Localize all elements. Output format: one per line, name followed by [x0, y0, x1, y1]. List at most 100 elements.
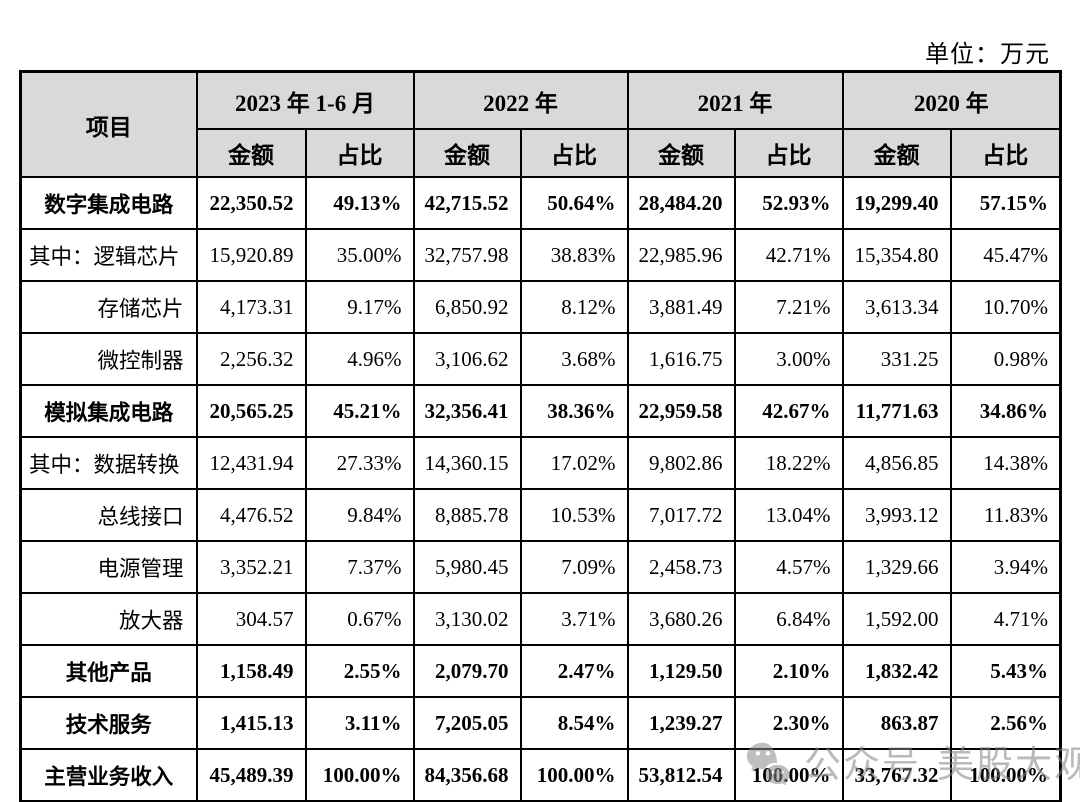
sub-header-amount: 金额: [195, 128, 307, 178]
ratio-cell: 2.47%: [519, 644, 629, 698]
sub-header-amount: 金额: [841, 128, 952, 178]
amount-cell: 1,832.42: [841, 644, 952, 698]
amount-cell: 863.87: [841, 696, 952, 750]
amount-cell: 1,616.75: [626, 332, 736, 386]
amount-cell: 42,715.52: [412, 176, 522, 230]
sub-header-amount: 金额: [626, 128, 736, 178]
amount-cell: 3,881.49: [626, 280, 736, 334]
sub-header-ratio: 占比: [949, 128, 1062, 178]
sub-header-ratio: 占比: [304, 128, 415, 178]
amount-cell: 11,771.63: [841, 384, 952, 438]
amount-cell: 12,431.94: [195, 436, 307, 490]
ratio-cell: 52.93%: [733, 176, 844, 230]
amount-cell: 4,173.31: [195, 280, 307, 334]
amount-cell: 1,158.49: [195, 644, 307, 698]
amount-cell: 32,356.41: [412, 384, 522, 438]
amount-cell: 7,205.05: [412, 696, 522, 750]
row-label: 电源管理: [19, 540, 198, 594]
row-label: 总线接口: [19, 488, 198, 542]
amount-cell: 53,812.54: [626, 748, 736, 802]
ratio-cell: 6.84%: [733, 592, 844, 646]
ratio-cell: 38.36%: [519, 384, 629, 438]
ratio-cell: 8.12%: [519, 280, 629, 334]
ratio-cell: 4.57%: [733, 540, 844, 594]
unit-label: 单位：万元: [925, 42, 1050, 68]
sub-header-amount: 金额: [412, 128, 522, 178]
col-group-2023: 2023 年 1-6 月: [195, 70, 415, 130]
ratio-cell: 2.55%: [304, 644, 415, 698]
amount-cell: 1,415.13: [195, 696, 307, 750]
amount-cell: 3,613.34: [841, 280, 952, 334]
amount-cell: 14,360.15: [412, 436, 522, 490]
ratio-cell: 34.86%: [949, 384, 1062, 438]
amount-cell: 15,920.89: [195, 228, 307, 282]
ratio-cell: 42.71%: [733, 228, 844, 282]
amount-cell: 3,352.21: [195, 540, 307, 594]
corner-header: 项目: [19, 70, 198, 178]
table-row: 主营业务收入 45,489.39 100.00% 84,356.68 100.00% 53…: [19, 748, 1062, 802]
amount-cell: 1,329.66: [841, 540, 952, 594]
ratio-cell: 10.70%: [949, 280, 1062, 334]
table-row: 放大器 304.57 0.67% 3,130.02 3.71% 3,680.26 6.84%…: [19, 592, 1062, 646]
table-row: 微控制器 2,256.32 4.96% 3,106.62 3.68% 1,616.75 3.…: [19, 332, 1062, 386]
ratio-cell: 10.53%: [519, 488, 629, 542]
row-label: 主营业务收入: [19, 748, 198, 802]
ratio-cell: 4.71%: [949, 592, 1062, 646]
ratio-cell: 35.00%: [304, 228, 415, 282]
amount-cell: 19,299.40: [841, 176, 952, 230]
sub-header-ratio: 占比: [519, 128, 629, 178]
amount-cell: 2,458.73: [626, 540, 736, 594]
ratio-cell: 50.64%: [519, 176, 629, 230]
ratio-cell: 0.67%: [304, 592, 415, 646]
amount-cell: 1,592.00: [841, 592, 952, 646]
row-label: 微控制器: [19, 332, 198, 386]
ratio-cell: 2.30%: [733, 696, 844, 750]
row-label: 其他产品: [19, 644, 198, 698]
ratio-cell: 3.94%: [949, 540, 1062, 594]
amount-cell: 22,985.96: [626, 228, 736, 282]
table-row: 其中：数据转换 12,431.94 27.33% 14,360.15 17.02% 9,8…: [19, 436, 1062, 490]
amount-cell: 32,757.98: [412, 228, 522, 282]
ratio-cell: 18.22%: [733, 436, 844, 490]
col-group-2020: 2020 年: [841, 70, 1062, 130]
table-row: 技术服务 1,415.13 3.11% 7,205.05 8.54% 1,239.27 2.…: [19, 696, 1062, 750]
amount-cell: 45,489.39: [195, 748, 307, 802]
amount-cell: 15,354.80: [841, 228, 952, 282]
amount-cell: 8,885.78: [412, 488, 522, 542]
amount-cell: 22,350.52: [195, 176, 307, 230]
ratio-cell: 27.33%: [304, 436, 415, 490]
amount-cell: 3,680.26: [626, 592, 736, 646]
row-label: 模拟集成电路: [19, 384, 198, 438]
ratio-cell: 100.00%: [519, 748, 629, 802]
ratio-cell: 3.11%: [304, 696, 415, 750]
amount-cell: 28,484.20: [626, 176, 736, 230]
ratio-cell: 9.84%: [304, 488, 415, 542]
col-group-2022: 2022 年: [412, 70, 629, 130]
ratio-cell: 7.09%: [519, 540, 629, 594]
sub-header-ratio: 占比: [733, 128, 844, 178]
row-label: 技术服务: [19, 696, 198, 750]
ratio-cell: 42.67%: [733, 384, 844, 438]
amount-cell: 304.57: [195, 592, 307, 646]
amount-cell: 33,767.32: [841, 748, 952, 802]
ratio-cell: 11.83%: [949, 488, 1062, 542]
row-label: 其中：数据转换: [19, 436, 198, 490]
amount-cell: 3,106.62: [412, 332, 522, 386]
amount-cell: 22,959.58: [626, 384, 736, 438]
amount-cell: 4,856.85: [841, 436, 952, 490]
ratio-cell: 49.13%: [304, 176, 415, 230]
table-row: 其他产品 1,158.49 2.55% 2,079.70 2.47% 1,129.50 2.…: [19, 644, 1062, 698]
amount-cell: 84,356.68: [412, 748, 522, 802]
amount-cell: 5,980.45: [412, 540, 522, 594]
ratio-cell: 3.00%: [733, 332, 844, 386]
amount-cell: 20,565.25: [195, 384, 307, 438]
amount-cell: 3,993.12: [841, 488, 952, 542]
ratio-cell: 17.02%: [519, 436, 629, 490]
ratio-cell: 100.00%: [733, 748, 844, 802]
amount-cell: 1,129.50: [626, 644, 736, 698]
ratio-cell: 7.21%: [733, 280, 844, 334]
amount-cell: 331.25: [841, 332, 952, 386]
table-row: 电源管理 3,352.21 7.37% 5,980.45 7.09% 2,458.73 4.…: [19, 540, 1062, 594]
ratio-cell: 7.37%: [304, 540, 415, 594]
row-label: 存储芯片: [19, 280, 198, 334]
